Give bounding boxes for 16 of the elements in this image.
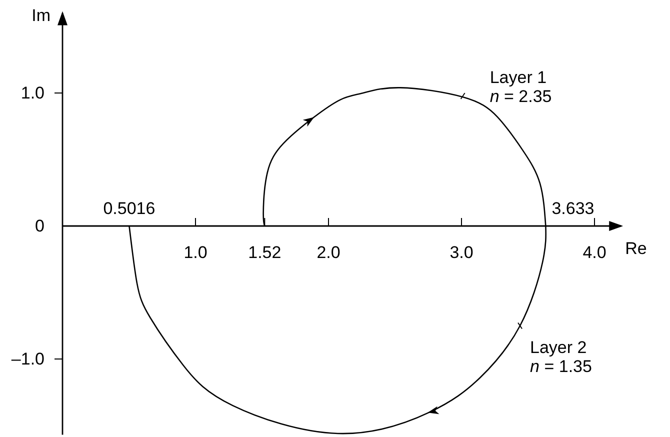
annotation: n = 1.35 [530, 356, 592, 376]
x-tick-label: 1.52 [248, 243, 282, 262]
x-axis-title: Re [625, 239, 647, 258]
x-tick-label: 4.0 [582, 243, 606, 262]
y-axis-title: Im [32, 6, 50, 26]
y-tick-label: 0 [35, 216, 44, 236]
annotation: 0.5016 [103, 199, 156, 218]
y-tick-label: –1.0 [11, 349, 44, 368]
annotation: 3.633 [552, 199, 594, 218]
x-tick-label: 2.0 [316, 243, 340, 262]
x-tick-label: 1.0 [184, 243, 208, 262]
y-tick-label: 1.0 [20, 83, 44, 102]
annotation: n = 2.35 [490, 86, 552, 106]
x-tick-label: 3.0 [450, 243, 474, 262]
series-label: Layer 1 [490, 68, 547, 87]
series-label: Layer 2 [530, 338, 587, 357]
